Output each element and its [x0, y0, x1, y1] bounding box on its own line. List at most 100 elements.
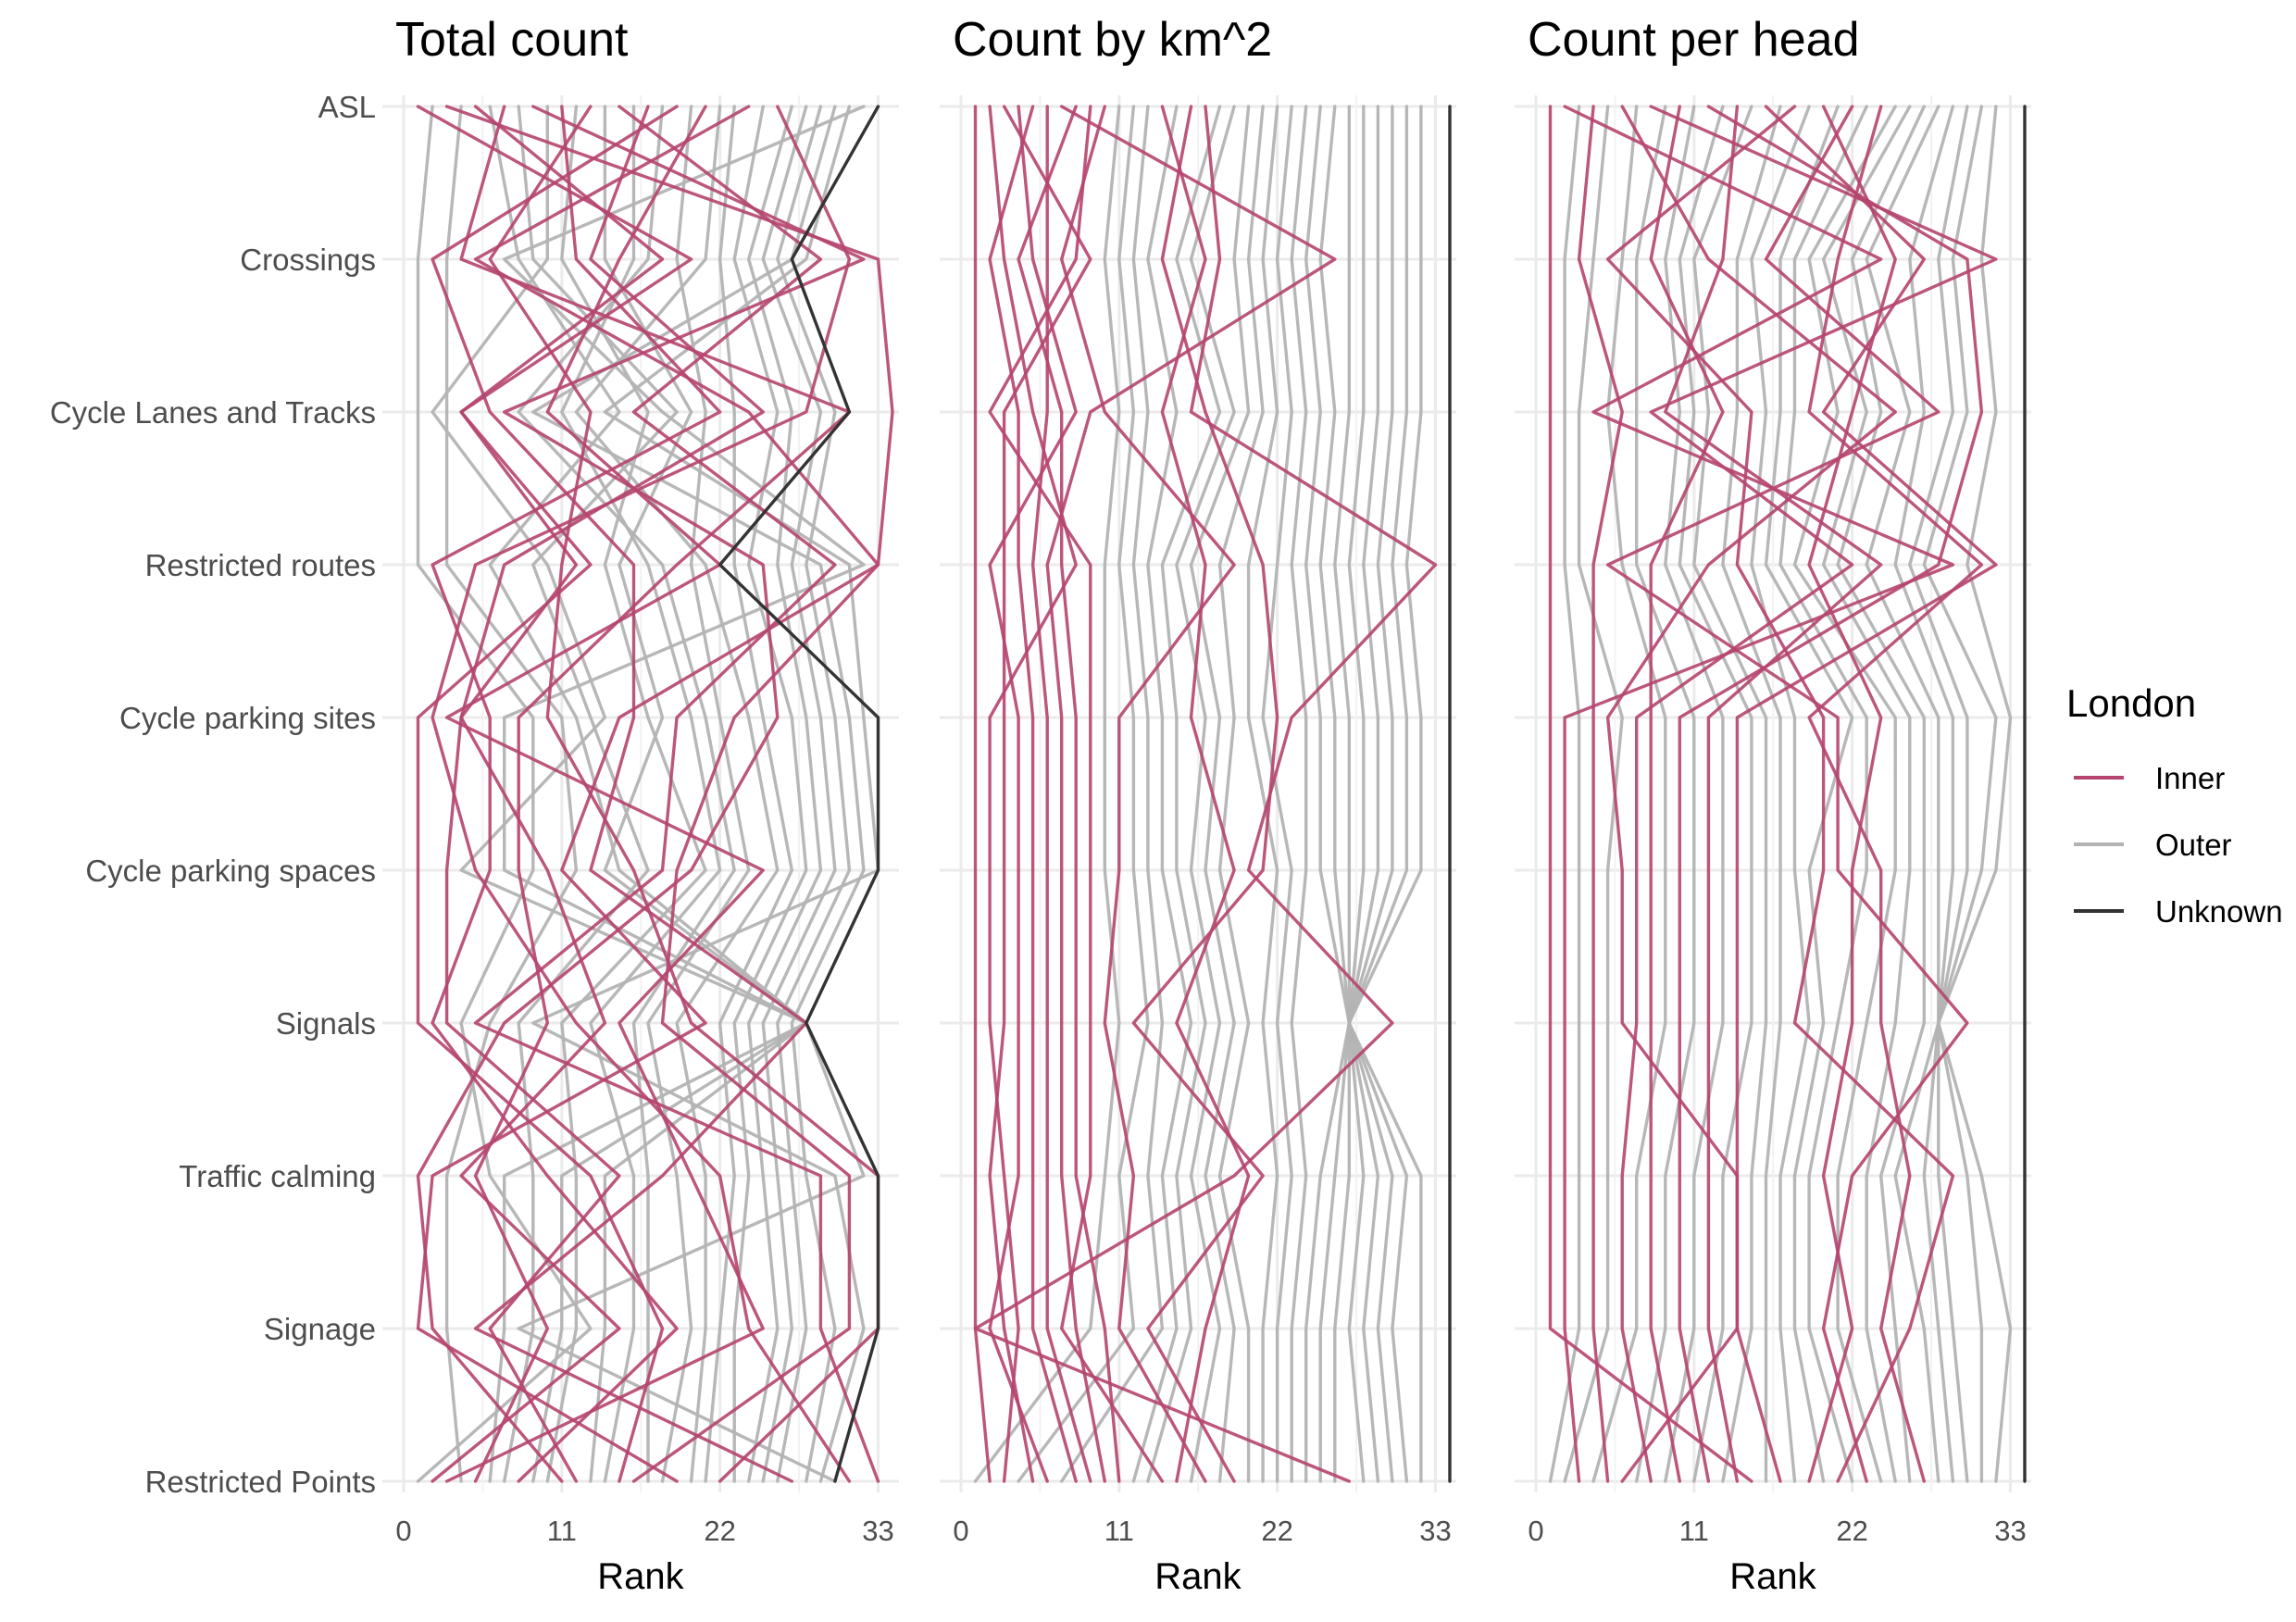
series-line-outer	[1347, 105, 1380, 1483]
series-line-outer	[1821, 105, 1912, 1483]
series-line-outer	[1217, 105, 1265, 1483]
series-line-inner	[973, 105, 992, 1483]
series-line-inner	[1664, 105, 1883, 1483]
series-line-outer	[1059, 105, 1165, 1483]
x-axis-title: Rank	[1154, 1556, 1242, 1597]
series-line-outer	[776, 105, 852, 1483]
series-line-inner	[1059, 105, 1236, 1483]
category-label: Restricted Points	[145, 1465, 376, 1499]
series-line-outer	[1304, 105, 1352, 1483]
x-tick-label: 11	[547, 1515, 577, 1547]
panel-title: Count by km^2	[953, 13, 1272, 67]
legend-entry-inner: Inner	[2074, 761, 2225, 795]
legend-entry-outer: Outer	[2074, 828, 2232, 862]
x-tick-label: 0	[395, 1515, 411, 1547]
series-line-outer	[1333, 105, 1352, 1483]
x-tick-label: 33	[1419, 1515, 1451, 1547]
series-line-outer	[1836, 105, 1927, 1483]
x-axis-title: Rank	[1729, 1556, 1816, 1597]
panel-2: Count by km^2 0 11 22 33 Rank	[940, 13, 1456, 1597]
series-line-inner	[988, 105, 1165, 1483]
series-line-outer	[973, 105, 1121, 1483]
series-line-outer	[732, 105, 808, 1483]
series-line-outer	[1131, 105, 1193, 1483]
series-line-inner	[1017, 105, 1121, 1483]
x-tick-label: 11	[1679, 1515, 1709, 1547]
category-label: Signals	[276, 1006, 376, 1041]
legend-title: London	[2066, 681, 2196, 725]
series-line-outer	[1548, 105, 1581, 1483]
x-tick-label: 11	[1104, 1515, 1134, 1547]
series-line-outer	[747, 105, 823, 1483]
series-line-inner	[988, 105, 1078, 1483]
panel-title: Count per head	[1528, 13, 1860, 67]
legend-label: Unknown	[2155, 894, 2283, 929]
series-line-inner	[1605, 105, 1969, 1483]
category-label: Restricted routes	[145, 548, 376, 582]
series-lines	[416, 105, 894, 1483]
x-tick-label: 22	[704, 1515, 735, 1547]
series-line-inner	[988, 105, 1078, 1483]
x-tick-label: 33	[862, 1515, 893, 1547]
series-line-outer	[1347, 105, 1409, 1483]
series-line-outer	[444, 105, 579, 1483]
series-line-outer	[1347, 105, 1394, 1483]
category-label: Traffic calming	[179, 1159, 376, 1193]
series-line-outer	[1750, 105, 1811, 1483]
series-line-inner	[1548, 105, 1753, 1483]
series-line-outer	[1347, 105, 1366, 1483]
series-line-inner	[988, 105, 1078, 1483]
series-line-outer	[1664, 105, 1725, 1483]
series-line-outer	[545, 105, 707, 1483]
category-labels: ASL Crossings Cycle Lanes and Tracks Restri…	[50, 90, 376, 1499]
series-line-inner	[473, 105, 880, 1483]
series-line-inner	[1678, 105, 1984, 1483]
panels-layer: Total count 0 11 22 33 Rank Count by km^2 0 11 22…	[382, 13, 2031, 1597]
series-lines	[973, 105, 1452, 1483]
gridlines	[1515, 95, 2031, 1492]
series-line-inner	[416, 105, 866, 1483]
legend-label: Inner	[2155, 761, 2225, 795]
series-line-inner	[430, 105, 722, 1483]
series-line-inner	[1030, 105, 1092, 1483]
series-line-outer	[1146, 105, 1222, 1483]
panel-3: Count per head 0 11 22 33 Rank	[1515, 13, 2031, 1597]
category-label: ASL	[318, 90, 376, 124]
series-line-outer	[1246, 105, 1279, 1483]
panel-title: Total count	[395, 13, 629, 67]
category-label: Cycle parking spaces	[85, 854, 376, 888]
series-line-inner	[1605, 105, 1955, 1483]
series-line-outer	[761, 105, 837, 1483]
series-line-inner	[430, 105, 765, 1483]
legend-entries: Inner Outer Unknown	[2074, 761, 2283, 929]
series-line-inner	[416, 105, 693, 1483]
series-line-outer	[1692, 105, 1768, 1483]
series-line-outer	[430, 105, 808, 1483]
legend-entry-unknown: Unknown	[2074, 894, 2283, 929]
series-line-unknown	[718, 105, 880, 1483]
category-label: Signage	[264, 1312, 376, 1346]
series-line-outer	[1865, 105, 1940, 1483]
series-line-inner	[973, 105, 1438, 1483]
series-line-outer	[1591, 105, 1667, 1483]
series-line-inner	[1649, 105, 1725, 1483]
series-line-inner	[1045, 105, 1337, 1483]
x-tick-label: 33	[1994, 1515, 2026, 1547]
legend: London Inner Outer Unknown	[2066, 681, 2283, 929]
series-line-outer	[1290, 105, 1308, 1483]
series-line-inner	[459, 105, 852, 1483]
category-label: Cycle parking sites	[119, 701, 376, 735]
x-axis-title: Rank	[597, 1556, 684, 1597]
series-line-inner	[444, 105, 765, 1483]
series-line-outer	[1261, 105, 1293, 1483]
category-label: Crossings	[240, 243, 376, 277]
legend-label: Outer	[2155, 828, 2232, 862]
series-line-inner	[473, 105, 880, 1483]
x-tick-label: 22	[1836, 1515, 1867, 1547]
category-label: Cycle Lanes and Tracks	[50, 395, 376, 430]
series-line-outer	[1764, 105, 1854, 1483]
series-line-outer	[1347, 105, 1423, 1483]
series-line-outer	[1908, 105, 1969, 1483]
series-line-inner	[1563, 105, 1955, 1483]
